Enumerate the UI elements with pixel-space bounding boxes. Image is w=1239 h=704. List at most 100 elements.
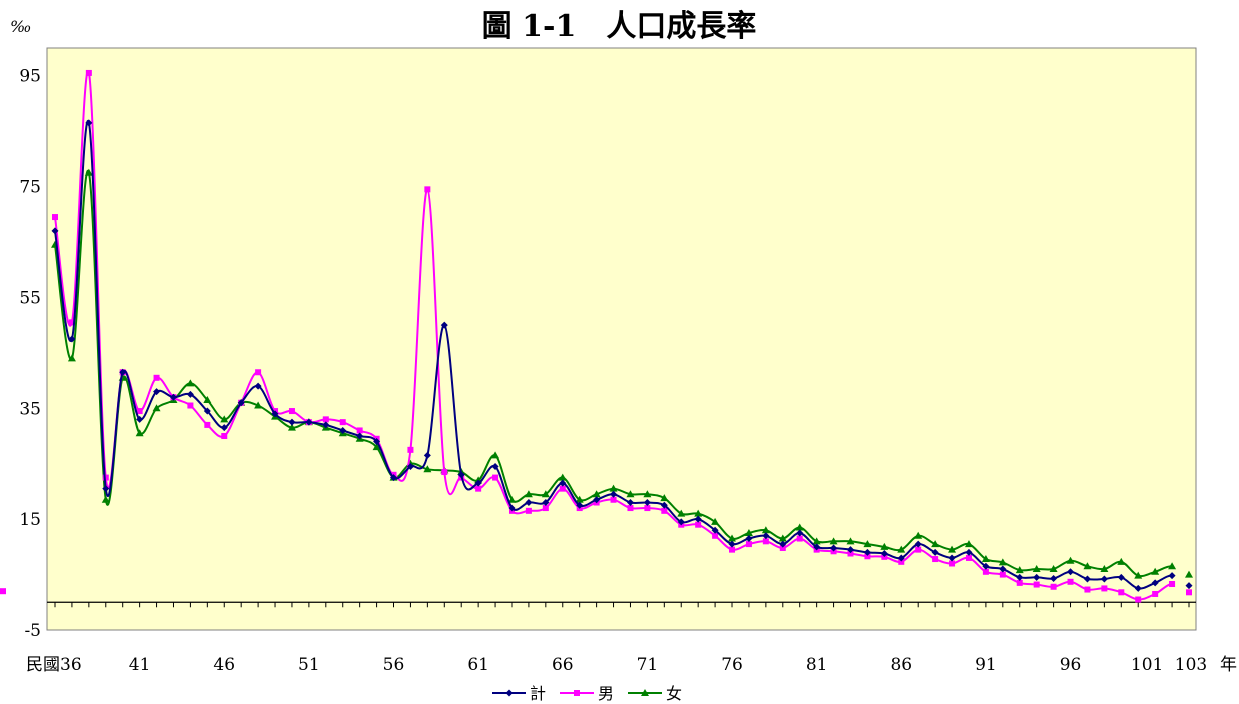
data-point [441,469,448,476]
data-point [593,496,601,504]
x-tick-label: 56 [383,655,405,675]
data-point [541,490,550,498]
data-point [1015,566,1024,574]
data-point [135,429,144,437]
data-point [609,484,618,492]
legend-label: 計 [530,684,546,703]
y-tick-label: 95 [19,67,41,87]
data-point [762,538,769,545]
data-point [0,588,6,595]
data-point [305,418,313,426]
data-point [1033,573,1041,581]
data-point [186,379,195,387]
data-point [287,423,296,431]
data-point [203,395,212,403]
data-point [712,532,719,539]
data-point [711,526,719,534]
data-point [51,227,59,235]
data-point [762,532,770,540]
legend-label: 女 [666,684,682,703]
data-point [169,393,177,401]
data-point [846,546,854,554]
data-point [931,548,939,556]
data-point [643,499,651,507]
chart-title: 圖 1-1 人口成長率 [482,9,757,44]
series-line [54,169,1173,578]
data-point [507,495,516,503]
data-point [677,518,685,526]
data-point [356,427,363,434]
data-point [68,319,75,326]
data-point [643,490,652,498]
data-point [948,554,956,562]
data-point [1151,567,1160,575]
data-point [745,535,753,543]
data-point [372,443,381,451]
data-point [508,504,516,512]
data-point [187,402,194,409]
x-tick-label: 71 [637,655,659,675]
data-point [152,404,161,412]
data-point [542,505,549,512]
data-point [965,554,972,561]
data-point [914,531,923,539]
data-point [102,485,110,493]
x-axis-label: 年 [1220,655,1237,675]
data-point [1067,568,1075,576]
data-point [492,474,499,481]
data-point [101,495,110,503]
data-point [1083,562,1092,570]
data-point [153,388,161,396]
data-point [254,382,262,390]
legend-swatch-marker [641,689,649,696]
data-point [1101,585,1108,592]
data-point [677,509,686,517]
data-point [1033,581,1040,588]
data-point [779,544,786,551]
y-tick-label: 15 [19,510,41,530]
data-point [407,446,414,453]
data-point [68,335,76,343]
data-point [1117,557,1126,565]
y-axis-ticks: -5 15 35 55 75 95 [19,67,41,641]
data-point [644,505,651,512]
y-tick-label: -5 [24,621,41,641]
legend: 計男女 [492,684,682,703]
data-point [898,558,905,565]
data-point [711,517,720,525]
data-point [813,543,821,551]
y-tick-label: 55 [19,288,41,308]
data-point [339,426,347,434]
data-point [761,526,770,534]
x-tick-label: 41 [129,655,151,675]
data-point [1186,589,1192,596]
data-point [999,565,1007,573]
data-point [67,354,76,362]
x-tick-label: 81 [806,655,828,675]
data-point [728,540,736,548]
data-point [982,562,990,570]
data-point [559,485,566,492]
data-point [880,542,889,550]
data-point [52,214,58,221]
legend-swatch-marker [505,689,513,697]
data-point [85,119,93,127]
data-point [931,540,940,548]
y-unit-label: ‰ [10,17,31,36]
data-point [1100,565,1109,573]
data-point [204,421,211,428]
data-point [779,540,787,548]
data-point [695,521,702,528]
x-tick-label: 96 [1060,655,1082,675]
data-point [661,507,668,514]
x-tick-label: 86 [890,655,912,675]
data-point [863,548,871,556]
data-point [255,369,262,376]
data-point [1049,565,1058,573]
data-point [136,408,143,415]
data-point [1135,596,1142,603]
data-point [660,501,668,509]
x-tick-label: 民國36 [26,655,82,675]
y-tick-label: 75 [19,178,41,198]
data-point [558,473,567,481]
